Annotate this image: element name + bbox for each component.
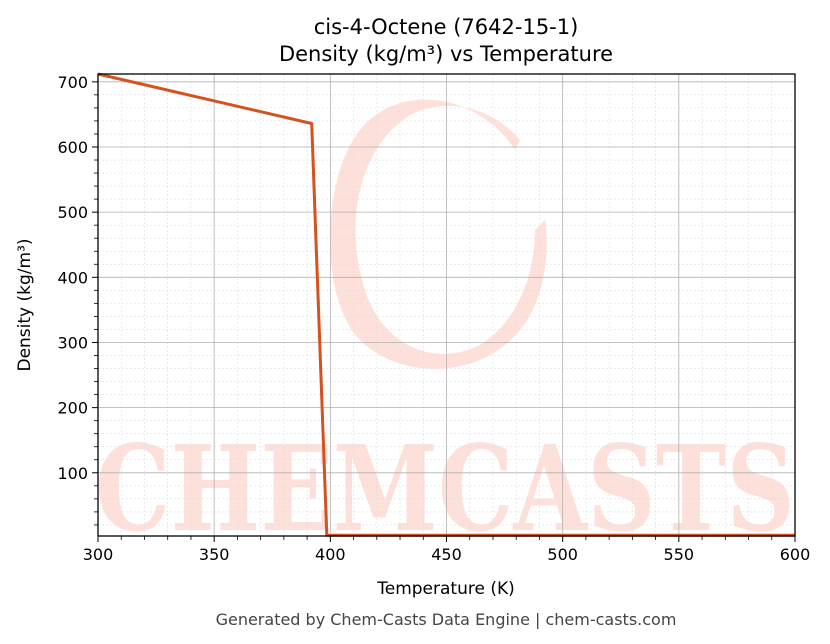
y-tick-label: 700	[57, 73, 88, 92]
x-tick-label: 550	[664, 545, 695, 564]
x-tick-label: 350	[199, 545, 230, 564]
density-series-line	[97, 72, 795, 537]
watermark-text: CHEMCASTS	[95, 419, 795, 558]
y-tick-label: 400	[57, 268, 88, 287]
x-axis-label: Temperature (K)	[376, 579, 515, 599]
y-tick-label: 500	[57, 203, 88, 222]
x-tick-labels: 300 350 400 450 500 550 600	[83, 545, 811, 564]
x-tick-label: 500	[547, 545, 578, 564]
x-tick-label: 450	[431, 545, 462, 564]
footer-credit: Generated by Chem-Casts Data Engine | ch…	[216, 610, 677, 629]
chart-title-line2: Density (kg/m³) vs Temperature	[279, 42, 613, 66]
x-tick-label: 600	[780, 545, 811, 564]
watermark-swirl	[330, 99, 547, 369]
watermark-logo: CHEMCASTS	[95, 99, 795, 558]
x-tick-label: 400	[315, 545, 346, 564]
series-layer	[97, 72, 795, 537]
y-axis-label: Density (kg/m³)	[15, 238, 35, 371]
y-tick-labels: 100 200 300 400 500 600 700	[57, 73, 88, 483]
x-tick-label: 300	[83, 545, 114, 564]
y-tick-label: 600	[57, 138, 88, 157]
y-tick-label: 200	[57, 399, 88, 418]
axis-ticks	[92, 81, 796, 542]
chart-title-line1: cis-4-Octene (7642-15-1)	[314, 15, 579, 39]
y-tick-label: 300	[57, 333, 88, 352]
y-tick-label: 100	[57, 464, 88, 483]
